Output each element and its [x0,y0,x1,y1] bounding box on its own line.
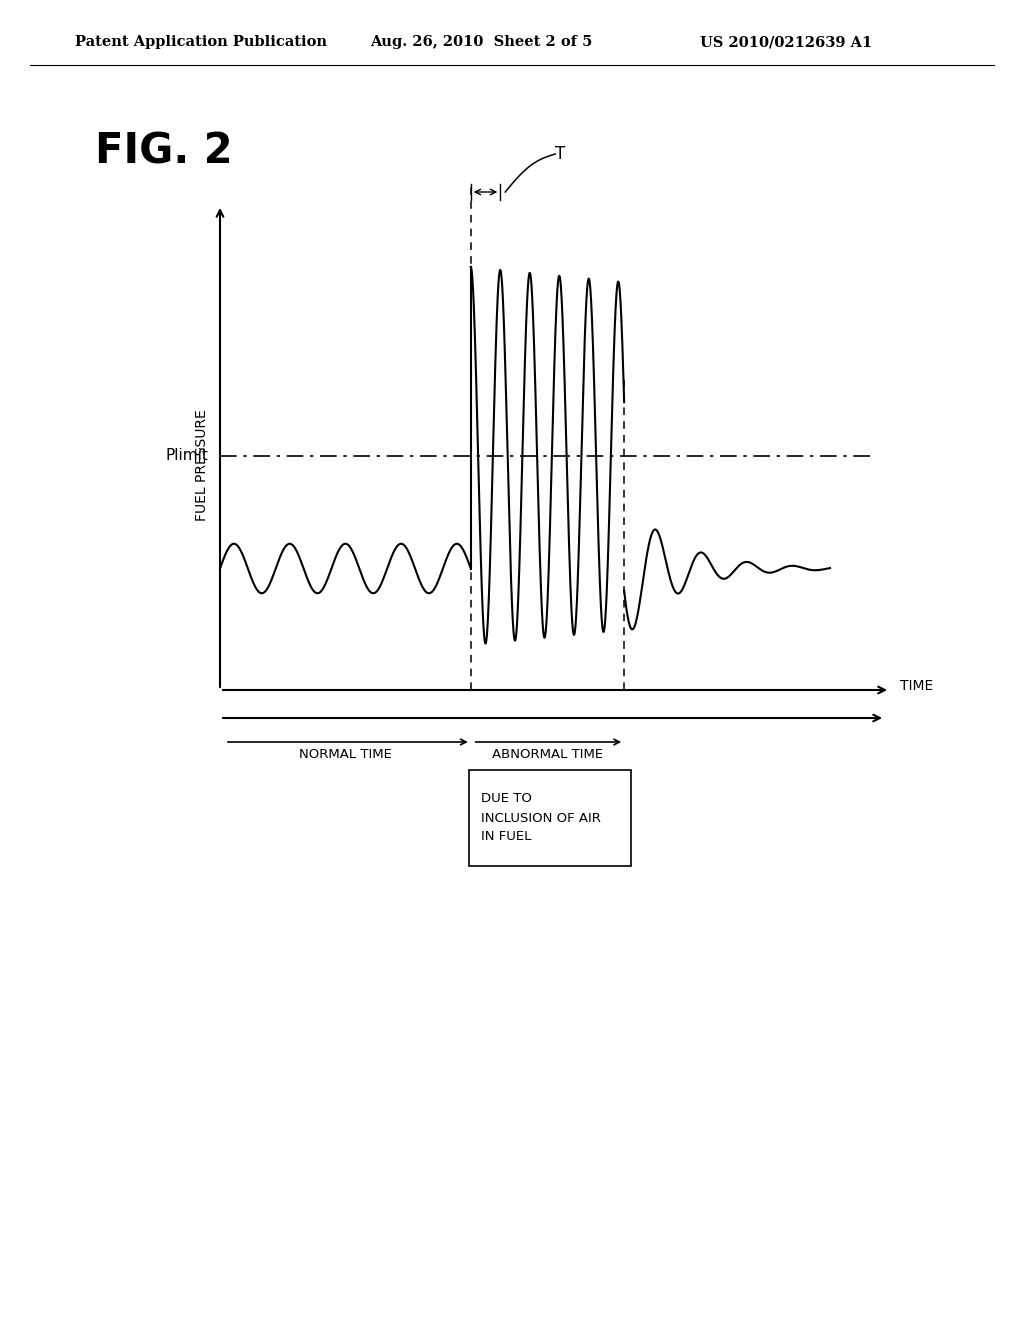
Text: Plimit: Plimit [165,449,208,463]
Text: Patent Application Publication: Patent Application Publication [75,36,327,49]
Text: DUE TO
INCLUSION OF AIR
IN FUEL: DUE TO INCLUSION OF AIR IN FUEL [480,792,601,843]
Text: FIG. 2: FIG. 2 [95,129,232,172]
Text: T: T [555,145,565,162]
Text: FUEL PRESSURE: FUEL PRESSURE [195,409,209,521]
Text: TIME: TIME [900,678,933,693]
Text: US 2010/0212639 A1: US 2010/0212639 A1 [700,36,872,49]
Text: Aug. 26, 2010  Sheet 2 of 5: Aug. 26, 2010 Sheet 2 of 5 [370,36,592,49]
Text: ABNORMAL TIME: ABNORMAL TIME [492,748,603,762]
FancyBboxPatch shape [469,770,631,866]
Text: NORMAL TIME: NORMAL TIME [299,748,392,762]
